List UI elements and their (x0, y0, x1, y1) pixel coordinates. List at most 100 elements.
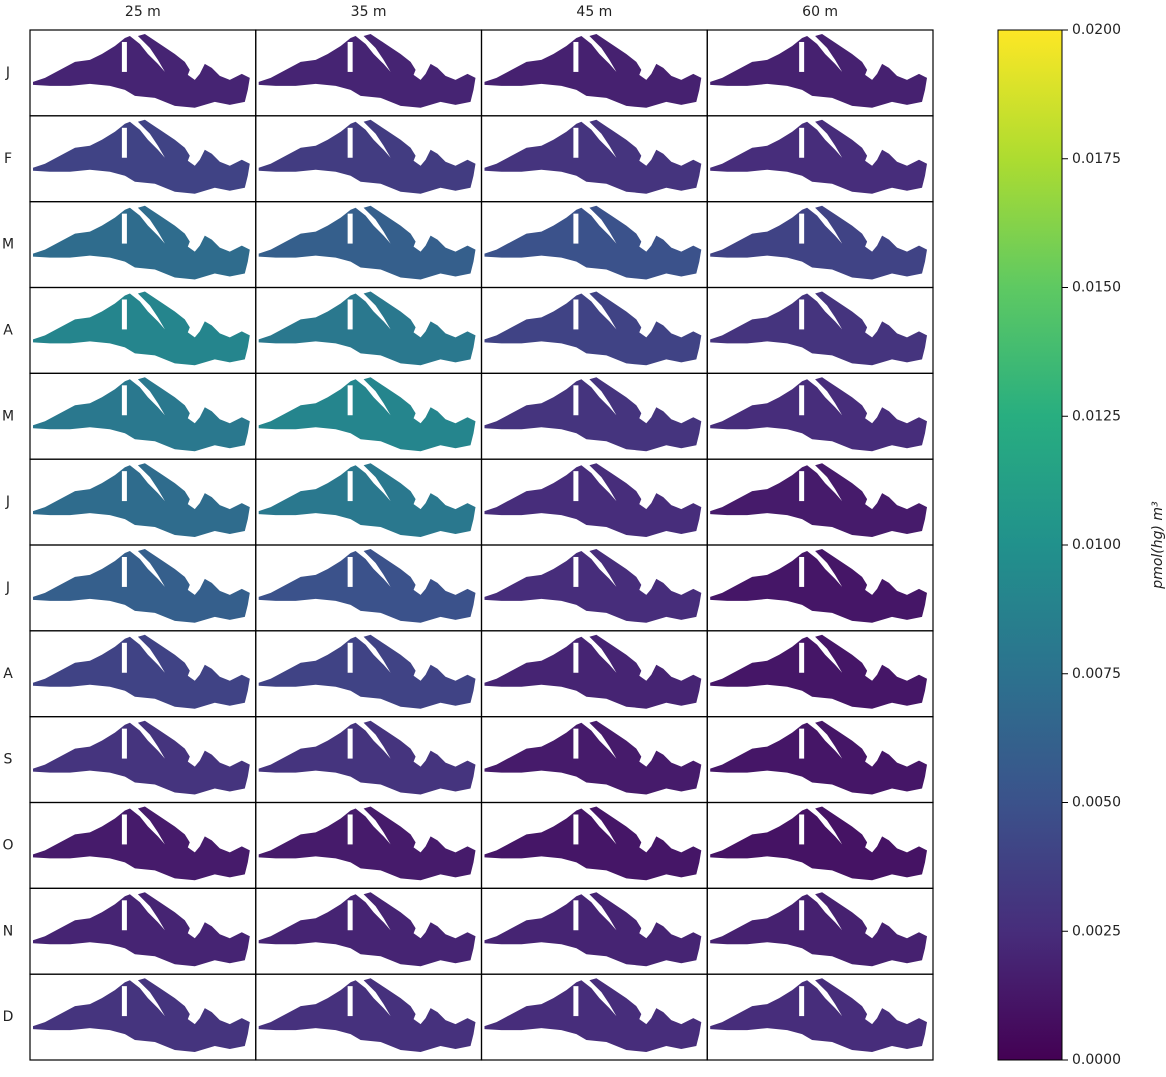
column-title: 60 m (802, 4, 838, 20)
island-gap (122, 557, 127, 587)
row-label: J (5, 580, 10, 596)
island-gap (799, 214, 804, 244)
colorbar-label: pmol(hg) m³ (1150, 501, 1166, 590)
figure: pmol(hg) m³ 25 m35 m45 m60 mJFMAMJJASOND… (0, 0, 1166, 1073)
island-gap (348, 471, 353, 501)
row-label: N (3, 923, 13, 939)
map-field (710, 206, 927, 280)
map-field (259, 721, 476, 795)
island-gap (799, 900, 804, 930)
map-field (259, 892, 476, 966)
island-gap (348, 299, 353, 329)
island-gap (122, 471, 127, 501)
row-label: A (3, 666, 13, 682)
map-field (259, 120, 476, 194)
island-gap (122, 128, 127, 158)
map-field (710, 120, 927, 194)
island-gap (122, 42, 127, 72)
island-gap (348, 128, 353, 158)
island-gap (122, 299, 127, 329)
column-title: 45 m (576, 4, 612, 20)
row-label: J (5, 494, 10, 510)
island-gap (348, 814, 353, 844)
map-field (485, 978, 702, 1052)
map-field (33, 549, 250, 623)
island-gap (573, 900, 578, 930)
map-field (485, 807, 702, 881)
map-field (485, 721, 702, 795)
map-field (710, 549, 927, 623)
map-field (710, 807, 927, 881)
colorbar-tick-label: 0.0175 (1072, 151, 1121, 167)
island-gap (122, 729, 127, 759)
map-field (485, 635, 702, 709)
map-field (710, 377, 927, 451)
map-field (33, 721, 250, 795)
map-field (33, 807, 250, 881)
island-gap (573, 128, 578, 158)
island-gap (573, 214, 578, 244)
map-field (485, 892, 702, 966)
map-field (710, 34, 927, 108)
row-label: D (3, 1009, 14, 1025)
map-field (710, 978, 927, 1052)
row-label: A (3, 322, 13, 338)
map-field (485, 120, 702, 194)
map-field (33, 377, 250, 451)
map-field (485, 549, 702, 623)
row-label: M (2, 237, 14, 253)
island-gap (122, 385, 127, 415)
island-gap (348, 385, 353, 415)
row-label: S (4, 752, 13, 768)
map-field (710, 635, 927, 709)
island-gap (122, 986, 127, 1016)
map-field (485, 463, 702, 537)
island-gap (799, 42, 804, 72)
island-gap (799, 385, 804, 415)
map-field (33, 463, 250, 537)
island-gap (573, 42, 578, 72)
island-gap (573, 729, 578, 759)
island-gap (348, 214, 353, 244)
map-field (33, 892, 250, 966)
map-field (485, 292, 702, 366)
island-gap (573, 299, 578, 329)
island-gap (348, 729, 353, 759)
island-gap (799, 814, 804, 844)
column-title: 35 m (351, 4, 387, 20)
map-field (485, 377, 702, 451)
colorbar-tick-label: 0.0150 (1072, 280, 1121, 296)
map-field (710, 463, 927, 537)
island-gap (122, 814, 127, 844)
map-field (259, 635, 476, 709)
map-field (259, 807, 476, 881)
island-gap (122, 900, 127, 930)
colorbar-tick-label: 0.0125 (1072, 408, 1121, 424)
island-gap (348, 643, 353, 673)
island-gap (799, 729, 804, 759)
island-gap (573, 643, 578, 673)
island-gap (799, 986, 804, 1016)
island-gap (348, 557, 353, 587)
island-gap (348, 986, 353, 1016)
island-gap (573, 385, 578, 415)
map-field (485, 206, 702, 280)
column-title: 25 m (125, 4, 161, 20)
colorbar-tick-label: 0.0075 (1072, 666, 1121, 682)
map-field (485, 34, 702, 108)
island-gap (122, 214, 127, 244)
map-field (259, 34, 476, 108)
map-field (33, 120, 250, 194)
map-field (259, 549, 476, 623)
row-label: O (2, 837, 13, 853)
map-field (259, 377, 476, 451)
island-gap (348, 42, 353, 72)
map-field (710, 892, 927, 966)
island-gap (348, 900, 353, 930)
colorbar-tick-label: 0.0200 (1072, 22, 1121, 38)
map-field (710, 292, 927, 366)
colorbar-tick-label: 0.0050 (1072, 795, 1121, 811)
island-gap (573, 557, 578, 587)
map-field (33, 292, 250, 366)
map-field (33, 635, 250, 709)
